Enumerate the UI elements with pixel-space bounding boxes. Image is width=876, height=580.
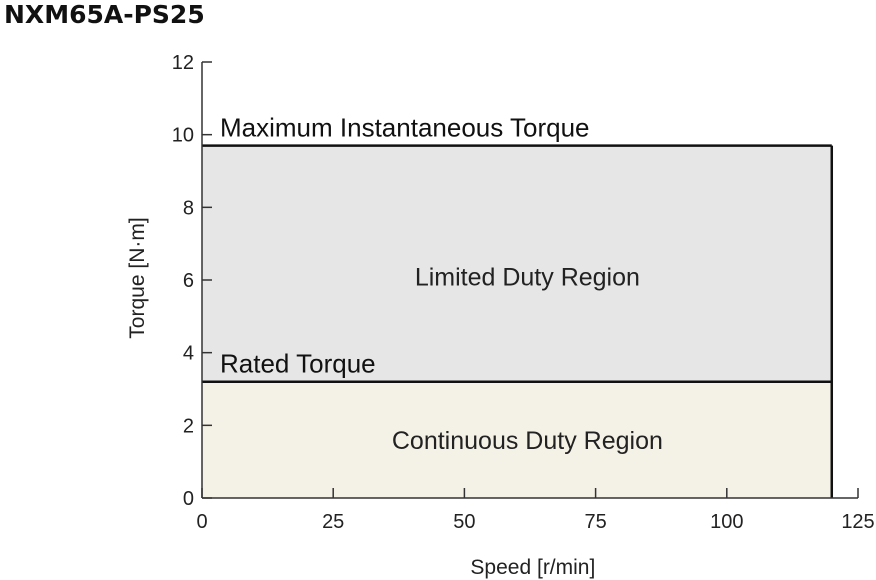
region-limited-duty-region xyxy=(202,145,832,382)
duty-regions xyxy=(202,145,832,498)
x-tick-label: 100 xyxy=(710,511,743,533)
region-continuous-duty-region xyxy=(202,381,832,498)
y-tick-label: 8 xyxy=(183,197,194,219)
series-label: Maximum Instantaneous Torque xyxy=(220,113,590,143)
x-tick-label: 25 xyxy=(322,511,344,533)
y-tick-label: 12 xyxy=(172,52,194,74)
y-tick-label: 4 xyxy=(183,343,194,365)
chart-title: NXM65A-PS25 xyxy=(4,0,205,29)
y-axis-label: Torque [N·m] xyxy=(126,217,149,338)
chart-ticks: 0 2 4 6 8 10 12 0 25 50 75 100 125 xyxy=(172,52,875,533)
chart-labels: Limited Duty Region Continuous Duty Regio… xyxy=(126,113,663,579)
x-tick-label: 75 xyxy=(584,511,606,533)
x-axis-label: Speed [r/min] xyxy=(470,556,595,579)
x-tick-label: 125 xyxy=(841,511,874,533)
y-tick-label: 2 xyxy=(183,415,194,437)
torque-lines xyxy=(202,144,834,498)
region-label: Limited Duty Region xyxy=(415,263,640,291)
x-tick-label: 50 xyxy=(453,511,475,533)
x-tick-label: 0 xyxy=(196,511,207,533)
series-label: Rated Torque xyxy=(220,349,376,379)
y-tick-label: 0 xyxy=(183,488,194,510)
region-label: Continuous Duty Region xyxy=(392,427,663,455)
y-tick-label: 10 xyxy=(172,125,194,147)
y-tick-label: 6 xyxy=(183,270,194,292)
